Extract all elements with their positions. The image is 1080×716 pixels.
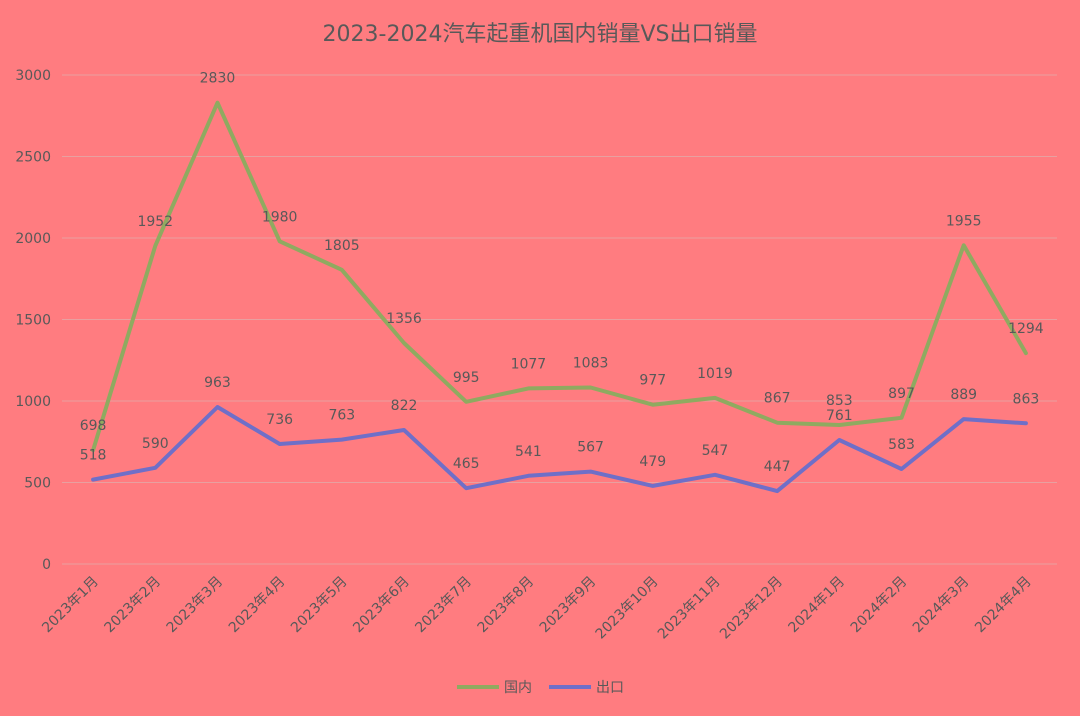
x-tick-label: 2023年7月 bbox=[412, 574, 475, 637]
data-label-series-2: 447 bbox=[764, 459, 791, 475]
data-label-series-1: 977 bbox=[639, 373, 666, 389]
data-labels: 698 1952 2830 1980 1805 1356 995 1077 1083 977 101… bbox=[80, 71, 1044, 475]
y-tick-label: 0 bbox=[42, 557, 51, 573]
y-tick-label: 2000 bbox=[15, 231, 51, 247]
legend: 国内 出口 bbox=[457, 680, 624, 696]
x-tick-label: 2024年3月 bbox=[910, 574, 973, 637]
data-label-series-1: 2830 bbox=[200, 71, 236, 87]
y-tick-label: 1500 bbox=[15, 313, 51, 329]
series-line-2 bbox=[91, 405, 1028, 494]
x-tick-label: 2023年6月 bbox=[350, 574, 413, 637]
data-label-series-2: 889 bbox=[950, 387, 977, 403]
data-label-series-1: 1955 bbox=[946, 213, 982, 229]
data-label-series-1: 853 bbox=[826, 393, 853, 409]
x-tick-label: 2023年10月 bbox=[593, 574, 662, 643]
x-tick-label: 2023年11月 bbox=[655, 574, 724, 643]
x-tick-label: 2024年2月 bbox=[848, 574, 911, 637]
data-label-series-2: 590 bbox=[142, 436, 169, 452]
data-label-series-1: 1083 bbox=[573, 355, 609, 371]
data-label-series-2: 822 bbox=[391, 398, 418, 414]
x-tick-label: 2023年2月 bbox=[101, 574, 164, 637]
data-label-series-1: 867 bbox=[764, 391, 791, 407]
data-label-series-2: 547 bbox=[702, 443, 729, 459]
x-tick-label: 2023年9月 bbox=[537, 574, 600, 637]
data-label-series-2: 583 bbox=[888, 437, 915, 453]
x-tick-label: 2023年5月 bbox=[288, 574, 351, 637]
x-tick-label: 2023年12月 bbox=[717, 574, 786, 643]
data-label-series-1: 1952 bbox=[137, 214, 173, 230]
y-tick-label: 2500 bbox=[15, 150, 51, 166]
x-tick-label: 2023年1月 bbox=[39, 574, 102, 637]
data-label-series-1: 1294 bbox=[1008, 321, 1044, 337]
y-tick-label: 500 bbox=[24, 476, 51, 492]
series-line-1 bbox=[91, 100, 1028, 453]
y-tick-label: 3000 bbox=[15, 68, 51, 84]
data-label-series-1: 1077 bbox=[511, 356, 547, 372]
data-label-series-1: 995 bbox=[453, 370, 480, 386]
data-label-series-1: 1805 bbox=[324, 238, 360, 254]
x-tick-label: 2024年4月 bbox=[972, 574, 1035, 637]
y-tick-label: 1000 bbox=[15, 394, 51, 410]
data-label-series-2: 863 bbox=[1013, 391, 1040, 407]
x-axis-labels: 2023年1月 2023年2月 2023年3月 2023年4月 2023年5月 2023年… bbox=[39, 574, 1034, 643]
y-axis-labels: 0 500 1000 1500 2000 2500 3000 bbox=[15, 68, 51, 573]
legend-label-2: 出口 bbox=[596, 680, 624, 696]
data-label-series-1: 1356 bbox=[386, 311, 422, 327]
chart-title: 2023-2024汽车起重机国内销量VS出口销量 bbox=[323, 22, 758, 47]
x-tick-label: 2023年8月 bbox=[475, 574, 538, 637]
series-lines bbox=[91, 100, 1028, 494]
data-label-series-2: 736 bbox=[266, 412, 293, 428]
data-label-series-2: 763 bbox=[328, 408, 355, 424]
data-label-series-1: 698 bbox=[80, 418, 107, 434]
data-label-series-2: 479 bbox=[639, 454, 666, 470]
legend-label-1: 国内 bbox=[504, 680, 532, 696]
data-label-series-2: 465 bbox=[453, 456, 480, 472]
x-tick-label: 2023年4月 bbox=[226, 574, 289, 637]
data-label-series-1: 1980 bbox=[262, 209, 298, 225]
data-label-series-2: 761 bbox=[826, 408, 853, 424]
data-label-series-2: 518 bbox=[80, 448, 107, 464]
x-tick-label: 2024年1月 bbox=[786, 574, 849, 637]
x-tick-label: 2023年3月 bbox=[164, 574, 227, 637]
data-label-series-2: 963 bbox=[204, 375, 231, 391]
data-label-series-1: 897 bbox=[888, 386, 915, 402]
data-label-series-2: 541 bbox=[515, 444, 542, 460]
gridlines bbox=[62, 74, 1057, 565]
data-label-series-1: 1019 bbox=[697, 366, 733, 382]
data-label-series-2: 567 bbox=[577, 440, 604, 456]
